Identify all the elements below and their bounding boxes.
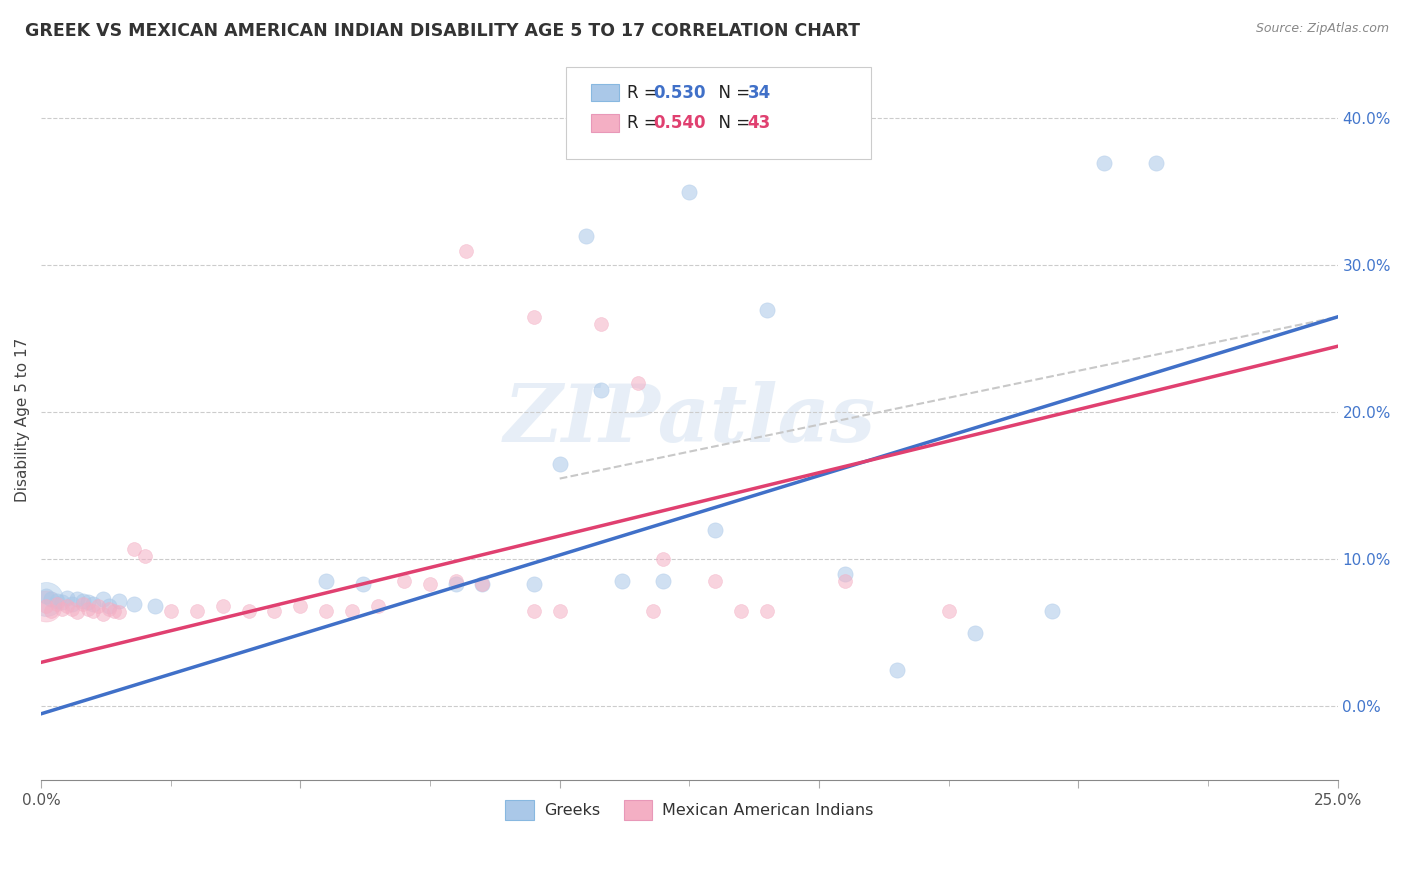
Point [93,592,115,607]
Point [108,606,131,620]
Point [367,599,389,614]
Point [41,604,63,618]
Text: 34: 34 [748,84,770,102]
Point [35,599,58,614]
Point [591,384,613,398]
Point [756,302,779,317]
Point [143,599,166,614]
Point [45,593,67,607]
Text: ZIPatlas: ZIPatlas [503,381,876,458]
Point [444,574,467,589]
Point [652,552,675,566]
Point [575,229,598,244]
Text: 0.540: 0.540 [652,114,706,132]
Point [60,597,83,611]
Point [1144,155,1167,169]
Point [82,604,104,618]
Point [471,577,494,591]
Point [456,244,478,258]
Point [938,604,960,618]
FancyBboxPatch shape [591,114,620,132]
Point [45,597,67,611]
Text: N =: N = [707,84,755,102]
Point [548,457,571,471]
Point [523,604,546,618]
Text: GREEK VS MEXICAN AMERICAN INDIAN DISABILITY AGE 5 TO 17 CORRELATION CHART: GREEK VS MEXICAN AMERICAN INDIAN DISABIL… [25,22,860,40]
Point [641,604,664,618]
Point [56,591,79,605]
Legend: Greeks, Mexican American Indians: Greeks, Mexican American Indians [499,794,880,826]
Point [97,599,120,614]
Text: N =: N = [707,114,755,132]
Point [591,317,613,331]
Point [76,602,98,616]
Y-axis label: Disability Age 5 to 17: Disability Age 5 to 17 [15,338,30,502]
Point [610,574,633,589]
Point [342,604,364,618]
Text: 43: 43 [748,114,770,132]
Point [471,577,494,591]
Point [124,597,146,611]
Text: Source: ZipAtlas.com: Source: ZipAtlas.com [1256,22,1389,36]
Point [704,523,727,537]
Point [159,604,181,618]
Point [238,604,260,618]
Point [56,599,79,614]
Point [523,577,546,591]
Point [97,602,120,616]
Point [41,592,63,607]
Point [626,376,648,390]
Point [678,185,700,199]
Point [35,589,58,603]
Point [652,574,675,589]
Point [186,604,208,618]
Point [35,592,58,607]
Point [834,567,856,582]
Point [51,602,73,616]
Point [756,604,779,618]
Point [352,577,374,591]
FancyBboxPatch shape [567,67,870,159]
Point [134,549,156,564]
Point [419,577,441,591]
Point [963,626,986,640]
Point [108,593,131,607]
Point [444,577,467,591]
Point [51,595,73,609]
Text: 0.530: 0.530 [652,84,706,102]
Point [72,593,94,607]
Point [290,599,312,614]
Text: R =: R = [627,114,664,132]
Text: R =: R = [627,84,664,102]
Point [730,604,752,618]
Point [315,574,337,589]
Point [315,604,337,618]
Point [523,310,546,324]
Point [1042,604,1064,618]
Point [103,604,125,618]
Point [124,542,146,557]
Point [263,604,285,618]
Point [548,604,571,618]
Point [211,599,233,614]
Point [392,574,415,589]
Point [1092,155,1115,169]
Point [886,663,908,677]
Point [834,574,856,589]
Point [66,592,89,607]
Point [87,599,110,614]
Point [35,599,58,614]
Point [60,602,83,616]
Point [82,597,104,611]
Point [76,595,98,609]
Point [66,606,89,620]
Point [93,607,115,621]
Point [704,574,727,589]
Point [72,597,94,611]
FancyBboxPatch shape [591,84,620,102]
